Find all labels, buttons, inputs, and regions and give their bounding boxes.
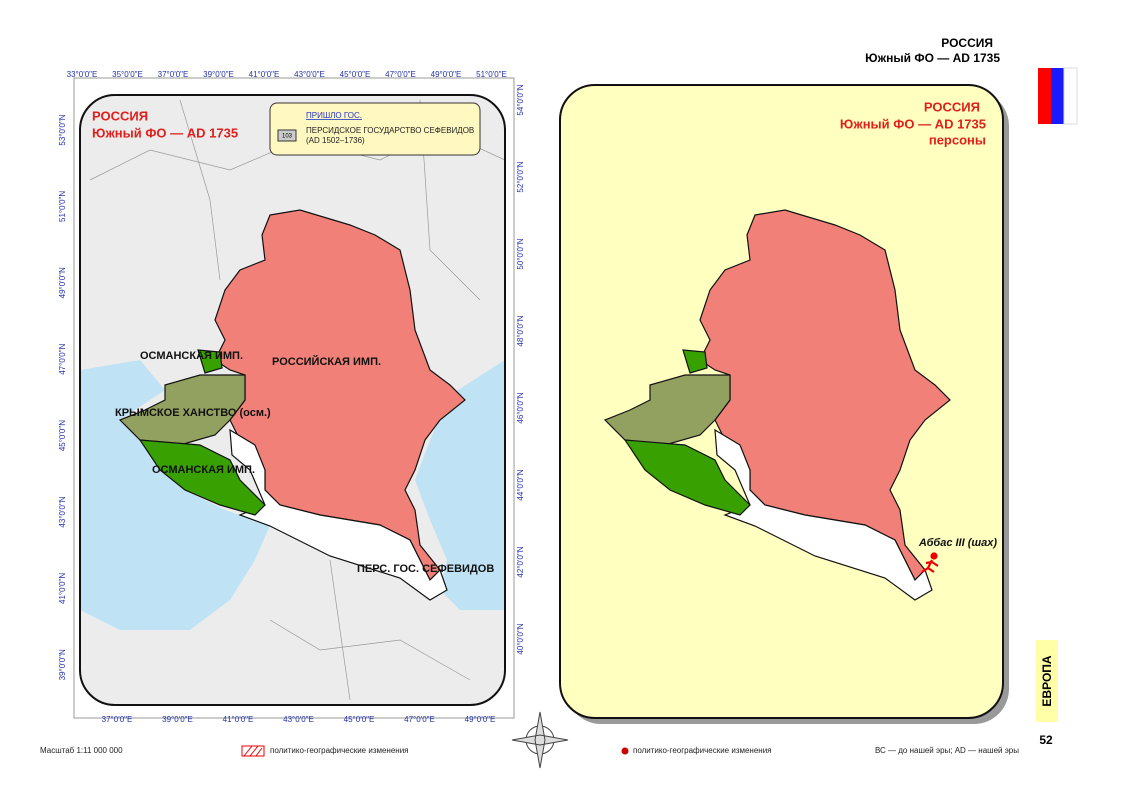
map-label: ОСМАНСКАЯ ИМП.: [140, 350, 243, 362]
longitude-label: 47°0'0"E: [404, 715, 435, 724]
latitude-label: 54°0'0"N: [516, 84, 525, 115]
latitude-label: 51°0'0"N: [58, 191, 67, 222]
longitude-label: 39°0'0"E: [203, 70, 234, 79]
flag: [1038, 67, 1078, 125]
map-title: РОССИЯ: [92, 108, 148, 123]
longitude-label: 39°0'0"E: [162, 715, 193, 724]
latitude-label: 42°0'0"N: [516, 546, 525, 577]
map-subtitle: Южный ФО — AD 1735: [840, 116, 986, 131]
latitude-label: 50°0'0"N: [516, 238, 525, 269]
longitude-label: 33°0'0"E: [67, 70, 98, 79]
scale: Масштаб 1:11 000 000: [40, 746, 123, 755]
region: ЕВРОПА: [1040, 655, 1054, 706]
compass: [511, 711, 569, 769]
era-note: ВС — до нашей эры; AD — нашей эры: [875, 746, 1019, 755]
latitude-label: 52°0'0"N: [516, 161, 525, 192]
region-box: [1036, 640, 1058, 722]
longitude-label: 35°0'0"E: [112, 70, 143, 79]
latitude-label: 46°0'0"N: [516, 392, 525, 423]
legend-heading: ПРИШЛО ГОС.: [306, 111, 362, 120]
longitude-label: 49°0'0"E: [431, 70, 462, 79]
longitude-label: 37°0'0"E: [158, 70, 189, 79]
legend-dot: [621, 747, 629, 755]
footer-legend: политико-географические изменения: [270, 746, 409, 755]
latitude-label: 47°0'0"N: [58, 343, 67, 374]
latitude-label: 44°0'0"N: [516, 469, 525, 500]
map-label: КРЫМСКОЕ ХАНСТВО (осм.): [115, 407, 271, 419]
longitude-label: 45°0'0"E: [340, 70, 371, 79]
latitude-label: 40°0'0"N: [516, 623, 525, 654]
longitude-label: 43°0'0"E: [294, 70, 325, 79]
hatch: [243, 745, 263, 757]
latitude-label: 53°0'0"N: [58, 114, 67, 145]
legend-name: ПЕРСИДСКОЕ ГОСУДАРСТВО СЕФЕВИДОВ: [306, 126, 474, 135]
longitude-label: 47°0'0"E: [385, 70, 416, 79]
legend-code: 103: [282, 134, 293, 140]
legend-period: (AD 1502–1736): [306, 136, 365, 145]
longitude-label: 51°0'0"E: [476, 70, 507, 79]
map-title: РОССИЯ: [924, 99, 980, 114]
map-label: РОССИЙСКАЯ ИМП.: [272, 355, 381, 368]
footer-legend: политико-географические изменения: [633, 746, 772, 755]
latitude-label: 41°0'0"N: [58, 573, 67, 604]
latitude-label: 39°0'0"N: [58, 649, 67, 680]
legend: ПРИШЛО ГОС. 103 ПЕРСИДСКОЕ ГОСУДАРСТВО С…: [269, 102, 481, 156]
map-label: ПЕРС. ГОС. СЕФЕВИДОВ: [357, 563, 494, 575]
latitude-label: 45°0'0"N: [58, 420, 67, 451]
longitude-label: 49°0'0"E: [465, 715, 496, 724]
longitude-label: 41°0'0"E: [249, 70, 280, 79]
latitude-label: 49°0'0"N: [58, 267, 67, 298]
latitude-label: 48°0'0"N: [516, 315, 525, 346]
longitude-label: 45°0'0"E: [344, 715, 375, 724]
map-label: ОСМАНСКАЯ ИМП.: [152, 464, 255, 476]
longitude-label: 41°0'0"E: [223, 715, 254, 724]
header-subtitle: Южный ФО — AD 1735: [865, 51, 1000, 65]
latitude-label: 43°0'0"N: [58, 496, 67, 527]
map-subject: персоны: [929, 132, 986, 147]
longitude-label: 37°0'0"E: [102, 715, 133, 724]
header-title: РОССИЯ: [941, 36, 993, 50]
longitude-label: 43°0'0"E: [283, 715, 314, 724]
left-map: РОССИЯ Южный ФО — AD 1735 ПРИШЛО ГОС. 10…: [58, 70, 525, 724]
legend-swatch: [241, 745, 265, 757]
person-icon: [921, 552, 939, 573]
map-subtitle: Южный ФО — AD 1735: [92, 125, 238, 140]
page-number: 52: [1039, 733, 1053, 747]
person-label: Аббас III (шах): [918, 537, 997, 549]
right-map: РОССИЯ Южный ФО — AD 1735 персоны Аббас …: [559, 84, 1009, 724]
